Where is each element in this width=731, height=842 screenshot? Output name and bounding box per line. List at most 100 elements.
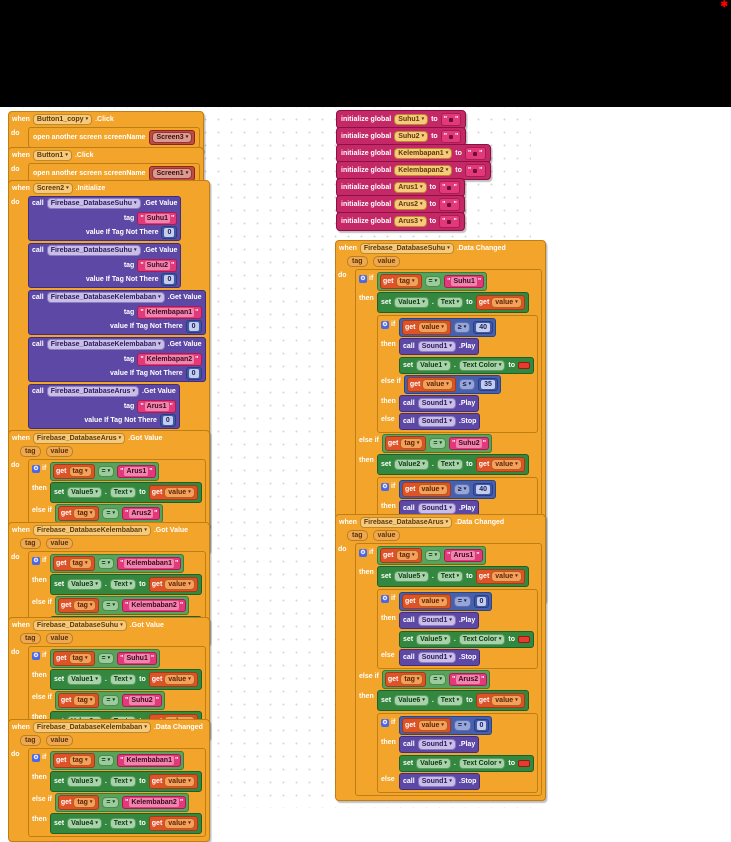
operator-dropdown[interactable]: = ▾ bbox=[102, 695, 119, 706]
component-dropdown[interactable]: Sound1▾ bbox=[417, 416, 456, 427]
component-dropdown[interactable]: Firebase_DatabaseArus▾ bbox=[359, 517, 453, 528]
component-dropdown[interactable]: Value1 ▾ bbox=[67, 674, 102, 685]
init-global-block[interactable]: initialize global Arus3 ▾ to " " bbox=[336, 212, 465, 231]
mutator-gear-icon[interactable]: ⚙ bbox=[32, 464, 40, 473]
number-block[interactable]: 0 bbox=[473, 595, 490, 608]
component-dropdown[interactable]: Firebase_DatabaseKelembaban ▾ bbox=[46, 339, 165, 350]
init-global-block[interactable]: initialize global Suhu2 ▾ to " " bbox=[336, 127, 467, 146]
mutator-gear-icon[interactable]: ⚙ bbox=[359, 548, 367, 557]
set-block[interactable]: set Value1 ▾. Text Color ▾ to bbox=[399, 357, 535, 374]
init-global-block[interactable]: initialize global Arus1 ▾ to " " bbox=[336, 178, 465, 197]
operator-dropdown[interactable]: = ▾ bbox=[97, 558, 115, 569]
variable-dropdown[interactable]: tag ▾ bbox=[68, 755, 92, 766]
component-dropdown[interactable]: Value2▾ bbox=[394, 459, 429, 470]
comparison-block[interactable]: get tag ▾ = ▾ " Arus1 " bbox=[50, 462, 159, 481]
param-pill[interactable]: value bbox=[45, 633, 74, 644]
property-dropdown[interactable]: Text▾ bbox=[109, 487, 137, 498]
empty-string-block[interactable]: " " bbox=[464, 147, 486, 160]
variable-dropdown[interactable]: tag ▾ bbox=[68, 558, 92, 569]
get-block[interactable]: get tag ▾ bbox=[57, 795, 100, 810]
comparison-block[interactable]: get tag ▾ = ▾ " Suhu1 " bbox=[50, 649, 161, 668]
param-pill[interactable]: tag bbox=[20, 633, 41, 644]
get-block[interactable]: get tag ▾ bbox=[57, 693, 100, 708]
string-block[interactable]: " Suhu2 " bbox=[121, 694, 163, 707]
component-dropdown[interactable]: Sound1▾ bbox=[417, 652, 456, 663]
call-get-value-block[interactable]: call Firebase_DatabaseKelembaban ▾ .Get Val… bbox=[28, 337, 206, 382]
string-block[interactable]: " Suhu2 " bbox=[448, 437, 490, 450]
property-dropdown[interactable]: Text▾ bbox=[436, 459, 464, 470]
variable-name-dropdown[interactable]: Suhu1 ▾ bbox=[394, 114, 429, 125]
comparison-block[interactable]: get value ▾ ≥ ▾ 40 bbox=[399, 480, 497, 499]
if-block[interactable]: ⚙ if get tag ▾ = ▾ " Arus1 " then set Value5 ▾. Text ▾ t… bbox=[355, 543, 543, 796]
string-block[interactable]: " Kelembaban1 " bbox=[117, 754, 182, 767]
color-swatch[interactable] bbox=[518, 760, 531, 767]
variable-dropdown[interactable]: tag ▾ bbox=[395, 550, 419, 561]
variable-dropdown[interactable]: value▾ bbox=[491, 459, 522, 470]
property-dropdown[interactable]: Text▾ bbox=[436, 695, 464, 706]
string-block[interactable]: " Suhu1 " bbox=[137, 212, 178, 225]
param-pill[interactable]: value bbox=[45, 538, 74, 549]
component-dropdown[interactable]: Firebase_DatabaseSuhu ▾ bbox=[359, 243, 454, 254]
number-block[interactable]: 0 bbox=[159, 414, 176, 427]
operator-dropdown[interactable]: = ▾ bbox=[429, 674, 446, 685]
component-dropdown[interactable]: Sound1▾ bbox=[417, 341, 456, 352]
property-dropdown[interactable]: Text Color▾ bbox=[458, 758, 506, 769]
string-block[interactable]: " Kelembaban1 " bbox=[117, 557, 182, 570]
component-dropdown[interactable]: Sound1▾ bbox=[417, 739, 456, 750]
if-block[interactable]: ⚙ if get value ▾ = ▾ 0 then call Sound1 ▾ .Play set Va… bbox=[377, 713, 539, 793]
mutator-gear-icon[interactable]: ⚙ bbox=[32, 556, 40, 565]
operator-dropdown[interactable]: = ▾ bbox=[424, 550, 442, 561]
variable-dropdown[interactable]: value▾ bbox=[491, 571, 522, 582]
property-dropdown[interactable]: Text▾ bbox=[109, 776, 137, 787]
property-dropdown[interactable]: Text Color▾ bbox=[458, 360, 506, 371]
empty-string-block[interactable]: " " bbox=[439, 198, 460, 211]
string-block[interactable]: "Arus2" bbox=[121, 507, 161, 520]
string-block[interactable]: " Suhu1 " bbox=[117, 652, 158, 665]
string-block[interactable]: "Arus2" bbox=[448, 673, 488, 686]
param-pill[interactable]: value bbox=[45, 446, 74, 457]
component-dropdown[interactable]: Firebase_DatabaseKelembaban ▾ bbox=[46, 292, 165, 303]
property-dropdown[interactable]: Text▾ bbox=[109, 579, 137, 590]
variable-name-dropdown[interactable]: Suhu2 ▾ bbox=[394, 131, 429, 142]
mutator-gear-icon[interactable]: ⚙ bbox=[32, 753, 40, 762]
string-block[interactable]: " Kelembapan1 " bbox=[137, 306, 202, 319]
property-dropdown[interactable]: Text▾ bbox=[436, 571, 464, 582]
variable-name-dropdown[interactable]: Kelembapan1 ▾ bbox=[394, 148, 453, 159]
param-pill[interactable]: value bbox=[372, 256, 401, 267]
param-pill[interactable]: tag bbox=[347, 530, 368, 541]
number-block[interactable]: 0 bbox=[161, 226, 178, 239]
if-block[interactable]: ⚙ if get value ▾ = ▾ 0 then call Sound1 ▾ .Play set Va… bbox=[377, 589, 539, 669]
color-swatch[interactable] bbox=[518, 362, 531, 369]
variable-dropdown[interactable]: value▾ bbox=[417, 720, 448, 731]
variable-dropdown[interactable]: tag ▾ bbox=[395, 276, 419, 287]
get-block[interactable]: get tag ▾ bbox=[380, 548, 422, 563]
set-block[interactable]: set Value6 ▾. Text Color ▾ to bbox=[399, 755, 535, 772]
get-block[interactable]: get tag ▾ bbox=[53, 464, 95, 479]
set-block[interactable]: set Value1 ▾. Text ▾ to get value ▾ bbox=[377, 292, 529, 313]
variable-dropdown[interactable]: value▾ bbox=[164, 674, 195, 685]
variable-dropdown[interactable]: tag ▾ bbox=[73, 600, 97, 611]
get-block[interactable]: get tag ▾ bbox=[57, 598, 100, 613]
screen-name-block[interactable]: Screen1 ▾ bbox=[149, 166, 196, 181]
operator-dropdown[interactable]: = ▾ bbox=[97, 755, 115, 766]
set-block[interactable]: set Value5 ▾. Text Color ▾ to bbox=[399, 631, 535, 648]
open-screen-block[interactable]: open another screen screenName Screen1 ▾ bbox=[28, 163, 201, 184]
open-screen-block[interactable]: open another screen screenName Screen3 ▾ bbox=[28, 127, 201, 148]
variable-dropdown[interactable]: value▾ bbox=[417, 322, 448, 333]
variable-name-dropdown[interactable]: Arus1 ▾ bbox=[394, 182, 427, 193]
component-dropdown[interactable]: Value4▾ bbox=[67, 818, 102, 829]
operator-dropdown[interactable]: = ▾ bbox=[97, 466, 115, 477]
